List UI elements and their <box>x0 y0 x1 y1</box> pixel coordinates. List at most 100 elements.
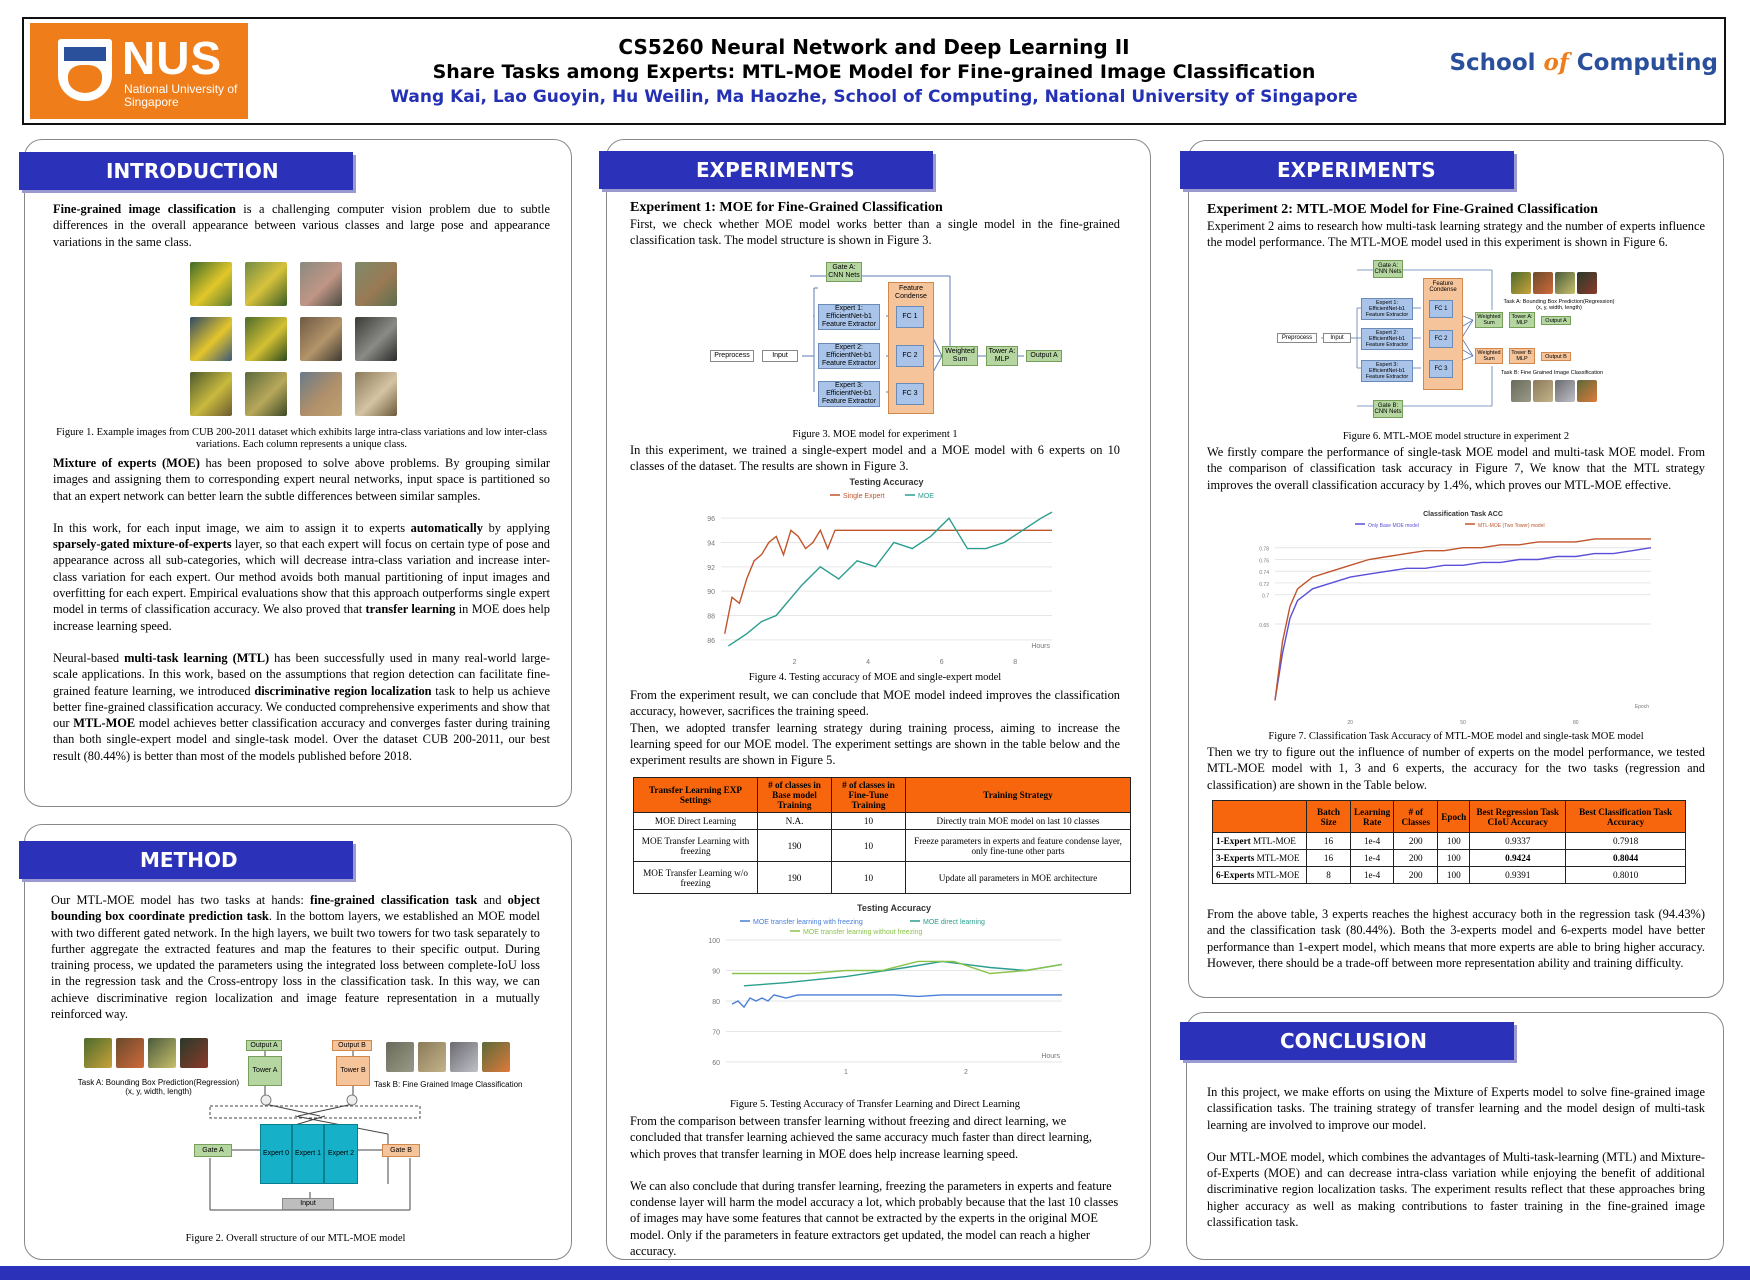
x-tick-label: 6 <box>940 659 944 666</box>
gate-b-box: Gate B: CNN Nets <box>1373 400 1403 418</box>
expert-3-box: Expert 3: EfficientNet-b1 Feature Extrac… <box>818 381 880 407</box>
task-b-bird-image <box>1533 380 1553 402</box>
x-axis-label: Epoch <box>1635 704 1649 710</box>
task-a-bird-image <box>116 1038 144 1068</box>
table-cell: 190 <box>757 829 832 862</box>
figure-3-diagram: Gate A: CNN Nets Feature Condense Prepro… <box>710 260 1080 420</box>
experiment-2-intro: Experiment 2: MTL-MOE Model for Fine-Gra… <box>1207 202 1705 251</box>
table-row: MOE Transfer Learning with freezing 190 … <box>633 829 1131 862</box>
table-header-cell: Transfer Learning EXP Settings <box>633 777 758 813</box>
gate-b-box: Gate B <box>382 1144 420 1157</box>
figure-7-caption: Figure 7. Classification Task Accuracy o… <box>1268 731 1644 742</box>
x-tick-label: 2 <box>964 1069 968 1076</box>
y-tick-label: 96 <box>707 516 715 523</box>
intro-paragraph-3: In this work, for each input image, we a… <box>53 520 550 633</box>
experiment-2-paragraph-1: Experiment 2 aims to research how multi-… <box>1207 219 1705 250</box>
figure-7-chart: Classification Task ACC Only Base MOE mod… <box>1259 511 1652 726</box>
gate-a-box: Gate A: CNN Nets <box>1373 260 1403 278</box>
y-tick-label: 0.65 <box>1259 623 1269 629</box>
chart-title: Testing Accuracy <box>849 477 923 487</box>
school-of-computing-logo: School of Computing <box>1449 49 1718 76</box>
series-line <box>732 960 1063 975</box>
x-tick-label: 2 <box>793 659 797 666</box>
preprocess-box: Preprocess <box>710 350 754 362</box>
figure-6-caption: Figure 6. MTL-MOE model structure in exp… <box>1342 431 1570 442</box>
legend-entry: MOE transfer learning without freezing <box>803 929 923 936</box>
bird-image <box>245 262 287 306</box>
table-row: MOE Transfer Learning w/o freezing 190 1… <box>633 861 1131 894</box>
x-tick-label: 1 <box>844 1069 848 1076</box>
table-header-row: Batch Size Learning Rate # of Classes Ep… <box>1212 800 1686 833</box>
experiment-1-intro: Experiment 1: MOE for Fine-Grained Class… <box>630 200 1120 249</box>
experiment-1-panel <box>606 139 1151 1260</box>
conclusion-paragraphs: In this project, we make efforts on usin… <box>1207 1084 1705 1246</box>
table-row: 3-Experts MTL-MOE 16 1e-4 200 100 0.9424… <box>1212 849 1686 867</box>
table-cell: MOE Direct Learning <box>633 812 758 830</box>
task-a-bird-image <box>180 1038 208 1068</box>
table-cell: 200 <box>1393 849 1439 867</box>
task-b-label: Task B: Fine Grained Image Classificatio… <box>1501 370 1604 376</box>
bird-image <box>300 262 342 306</box>
task-a-bird-image <box>1511 272 1531 294</box>
experiment-2-paragraph-2: We firstly compare the performance of si… <box>1207 445 1705 492</box>
tower-a-box: Tower A: MLP <box>1509 312 1535 328</box>
experiment-1-paragraph-3: From the experiment result, we can concl… <box>630 688 1120 719</box>
y-tick-label: 60 <box>712 1060 720 1067</box>
course-title: CS5260 Neural Network and Deep Learning … <box>618 35 1130 59</box>
gate-a-box: Gate A: CNN Nets <box>826 262 862 282</box>
table-cell: 6-Experts MTL-MOE <box>1212 866 1307 884</box>
table-cell: 100 <box>1437 866 1471 884</box>
expert-2-box: Expert 2: EfficientNet-b1 Feature Extrac… <box>818 343 880 369</box>
x-tick-label: 80 <box>1573 720 1579 726</box>
method-heading: METHOD <box>19 841 353 879</box>
conclusion-paragraph-1: In this project, we make efforts on usin… <box>1207 1085 1705 1132</box>
bird-image <box>190 372 232 416</box>
experiment-1-paragraph-4: Then, we adopted transfer learning strat… <box>630 720 1120 768</box>
weighted-sum-b-box: Weighted Sum <box>1475 348 1503 364</box>
bird-image <box>245 372 287 416</box>
output-a-box: Output A <box>246 1040 282 1051</box>
y-tick-label: 0.7 <box>1262 594 1269 600</box>
task-b-bird-image <box>1577 380 1597 402</box>
x-axis-label: Hours <box>1041 1053 1060 1060</box>
table-cell: 16 <box>1306 832 1351 850</box>
output-b-box: Output B <box>332 1040 372 1051</box>
table-header-cell: Training Strategy <box>905 777 1131 813</box>
input-box: Input <box>762 350 798 362</box>
x-axis-label: Hours <box>1031 643 1050 650</box>
legend-entry: MTL-MOE (Two Tower) model <box>1478 523 1545 529</box>
experiment-2-paragraph-3: Then we try to figure out the influence … <box>1207 745 1705 792</box>
output-a-box: Output A <box>1541 316 1571 325</box>
task-b-bird-image <box>482 1042 510 1072</box>
method-panel <box>24 824 572 1260</box>
table-row: MOE Direct Learning N.A. 10 Directly tra… <box>633 812 1131 830</box>
experiment-1-paragraph-6: We can also conclude that during transfe… <box>630 1178 1119 1259</box>
task-a-label: Task A: Bounding Box Prediction(Regressi… <box>1503 299 1615 311</box>
table-cell: 0.9424 <box>1469 849 1567 867</box>
table-cell: 100 <box>1437 832 1471 850</box>
task-b-bird-image <box>418 1042 446 1072</box>
bird-image <box>355 317 397 361</box>
y-tick-label: 86 <box>707 638 715 645</box>
output-b-box: Output B <box>1541 352 1571 361</box>
legend-entry: MOE transfer learning with freezing <box>753 919 863 926</box>
y-tick-label: 0.74 <box>1259 570 1269 576</box>
expert-0-box: Expert 0 <box>260 1124 292 1184</box>
table-header-cell <box>1212 800 1307 833</box>
table-cell: 200 <box>1393 866 1439 884</box>
experiment-1-paragraph-5: From the comparison between transfer lea… <box>630 1114 1093 1161</box>
experiment-1-paragraph-1: First, we check whether MOE model works … <box>630 217 1120 248</box>
table-cell: 1e-4 <box>1349 866 1395 884</box>
y-tick-label: 90 <box>712 969 720 976</box>
y-tick-label: 90 <box>707 589 715 596</box>
tower-b-box: Tower B: MLP <box>1509 348 1535 364</box>
table-cell: Update all parameters in MOE architectur… <box>905 861 1131 894</box>
table-cell: Directly train MOE model on last 10 clas… <box>905 812 1131 830</box>
figure-5-caption: Figure 5. Testing Accuracy of Transfer L… <box>729 1099 1021 1110</box>
experts-table: Batch Size Learning Rate # of Classes Ep… <box>1212 800 1686 884</box>
task-a-bird-image <box>1533 272 1553 294</box>
output-a-box: Output A <box>1026 350 1062 362</box>
method-paragraph: Our MTL-MOE model has two tasks at hands… <box>51 893 541 1022</box>
experiment-1-paragraphs-3-4: From the experiment result, we can concl… <box>630 687 1120 768</box>
table-cell: 10 <box>831 829 906 862</box>
